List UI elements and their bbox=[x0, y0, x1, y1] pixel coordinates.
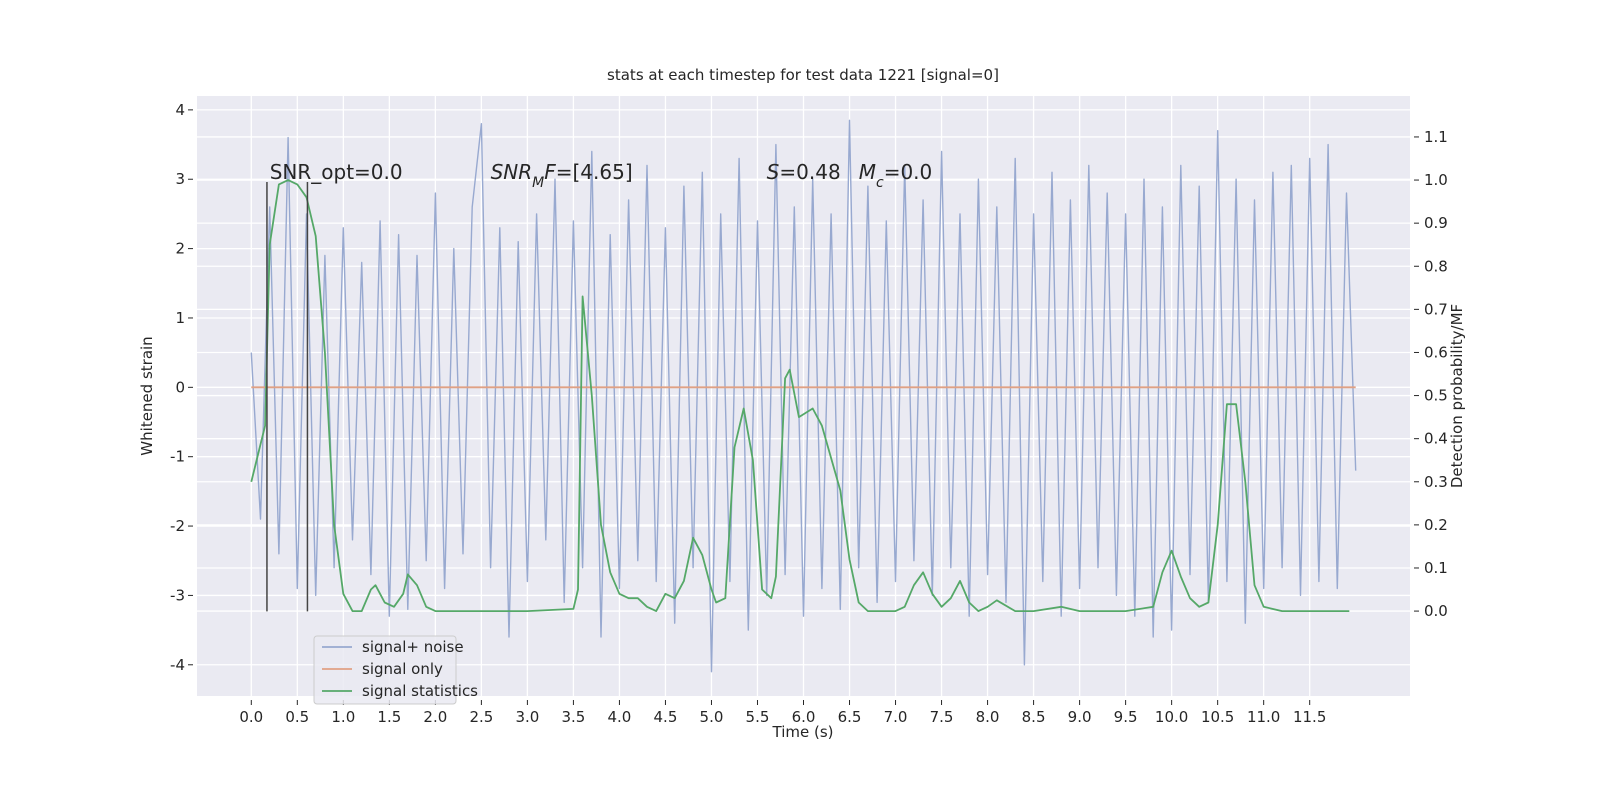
annotation-part: =0.0 bbox=[884, 160, 933, 184]
x-tick-label: 4.0 bbox=[608, 708, 632, 726]
x-tick-label: 5.0 bbox=[700, 708, 724, 726]
x-tick-label: 6.0 bbox=[792, 708, 816, 726]
x-tick-label: 9.0 bbox=[1068, 708, 1092, 726]
annotation-part: F bbox=[544, 160, 556, 184]
y2-tick-label: 0.8 bbox=[1424, 257, 1448, 275]
grid bbox=[197, 96, 1410, 696]
y-tick-label: 0 bbox=[175, 378, 185, 396]
y2-axis-label: Detection probability/MF bbox=[1448, 304, 1466, 488]
x-tick-label: 7.5 bbox=[930, 708, 954, 726]
y2-tick-label: 0.7 bbox=[1424, 300, 1448, 318]
y2-tick-label: 0.9 bbox=[1424, 214, 1448, 232]
y2-tick-label: 0.6 bbox=[1424, 343, 1448, 361]
y-tick-label: 3 bbox=[175, 170, 185, 188]
x-axis-label: Time (s) bbox=[772, 723, 834, 741]
legend-box bbox=[313, 635, 457, 705]
x-tick-label: 10.0 bbox=[1155, 708, 1188, 726]
legend: signal+ noise signal only signal statistic… bbox=[313, 635, 478, 705]
x-tick-label: 2.0 bbox=[423, 708, 447, 726]
x-tick-label: 1.5 bbox=[377, 708, 401, 726]
annotation-part: SNR_opt=0.0 bbox=[270, 160, 403, 184]
x-tick-label: 10.5 bbox=[1201, 708, 1234, 726]
y2-tick-label: 0.0 bbox=[1424, 602, 1448, 620]
x-tick-label: 0.5 bbox=[285, 708, 309, 726]
y-tick-label: 4 bbox=[175, 101, 185, 119]
x-tick-label: 3.0 bbox=[515, 708, 539, 726]
y2-tick-label: 1.0 bbox=[1424, 171, 1448, 189]
annotation-part: c bbox=[876, 175, 884, 191]
annotation-part: =0.48 bbox=[779, 160, 840, 184]
chart-title: stats at each timestep for test data 122… bbox=[607, 66, 999, 84]
annotation: S=0.48 bbox=[767, 160, 841, 184]
y2-tick-label: 1.1 bbox=[1424, 128, 1448, 146]
x-tick-label: 8.0 bbox=[976, 708, 1000, 726]
y-tick-label: -1 bbox=[170, 448, 185, 466]
annotation: Mc=0.0 bbox=[859, 160, 933, 191]
x-tick-label: 1.0 bbox=[331, 708, 355, 726]
x-tick-label: 4.5 bbox=[654, 708, 678, 726]
annotation-part: S bbox=[767, 160, 780, 184]
annotation: SNRMF=[4.65] bbox=[491, 160, 633, 191]
y-tick-label: -2 bbox=[170, 517, 185, 535]
annotation-part: SNR bbox=[491, 160, 533, 184]
x-tick-label: 11.0 bbox=[1247, 708, 1280, 726]
y2-tick-label: 0.1 bbox=[1424, 559, 1448, 577]
x-tick-label: 8.5 bbox=[1022, 708, 1046, 726]
y2-tick-label: 0.3 bbox=[1424, 473, 1448, 491]
x-tick-label: 2.5 bbox=[469, 708, 493, 726]
y-tick-label: 2 bbox=[175, 240, 185, 258]
legend-label: signal statistics bbox=[362, 682, 478, 700]
y2-tick-label: 0.4 bbox=[1424, 430, 1448, 448]
series-line bbox=[250, 119, 1357, 673]
y2-tick-label: 0.5 bbox=[1424, 387, 1448, 405]
y2-tick-label: 0.2 bbox=[1424, 516, 1448, 534]
y-tick-label: 1 bbox=[175, 309, 185, 327]
x-tick-label: 7.0 bbox=[884, 708, 908, 726]
y-axis-label: Whitened strain bbox=[138, 336, 156, 455]
series-line bbox=[250, 179, 1350, 612]
y-tick-label: -4 bbox=[170, 656, 185, 674]
x-tick-label: 5.5 bbox=[746, 708, 770, 726]
x-tick-label: 3.5 bbox=[561, 708, 585, 726]
x-tick-label: 6.5 bbox=[838, 708, 862, 726]
x-tick-label: 11.5 bbox=[1293, 708, 1326, 726]
x-tick-label: 0.0 bbox=[239, 708, 263, 726]
annotation-part: =[4.65] bbox=[556, 160, 633, 184]
annotation: SNR_opt=0.0 bbox=[270, 160, 403, 184]
legend-label: signal only bbox=[362, 660, 443, 678]
y-tick-label: -3 bbox=[170, 586, 185, 604]
annotation-part: M bbox=[532, 175, 544, 191]
legend-label: signal+ noise bbox=[362, 638, 464, 656]
x-tick-label: 9.5 bbox=[1114, 708, 1138, 726]
annotation-part: M bbox=[859, 160, 876, 184]
